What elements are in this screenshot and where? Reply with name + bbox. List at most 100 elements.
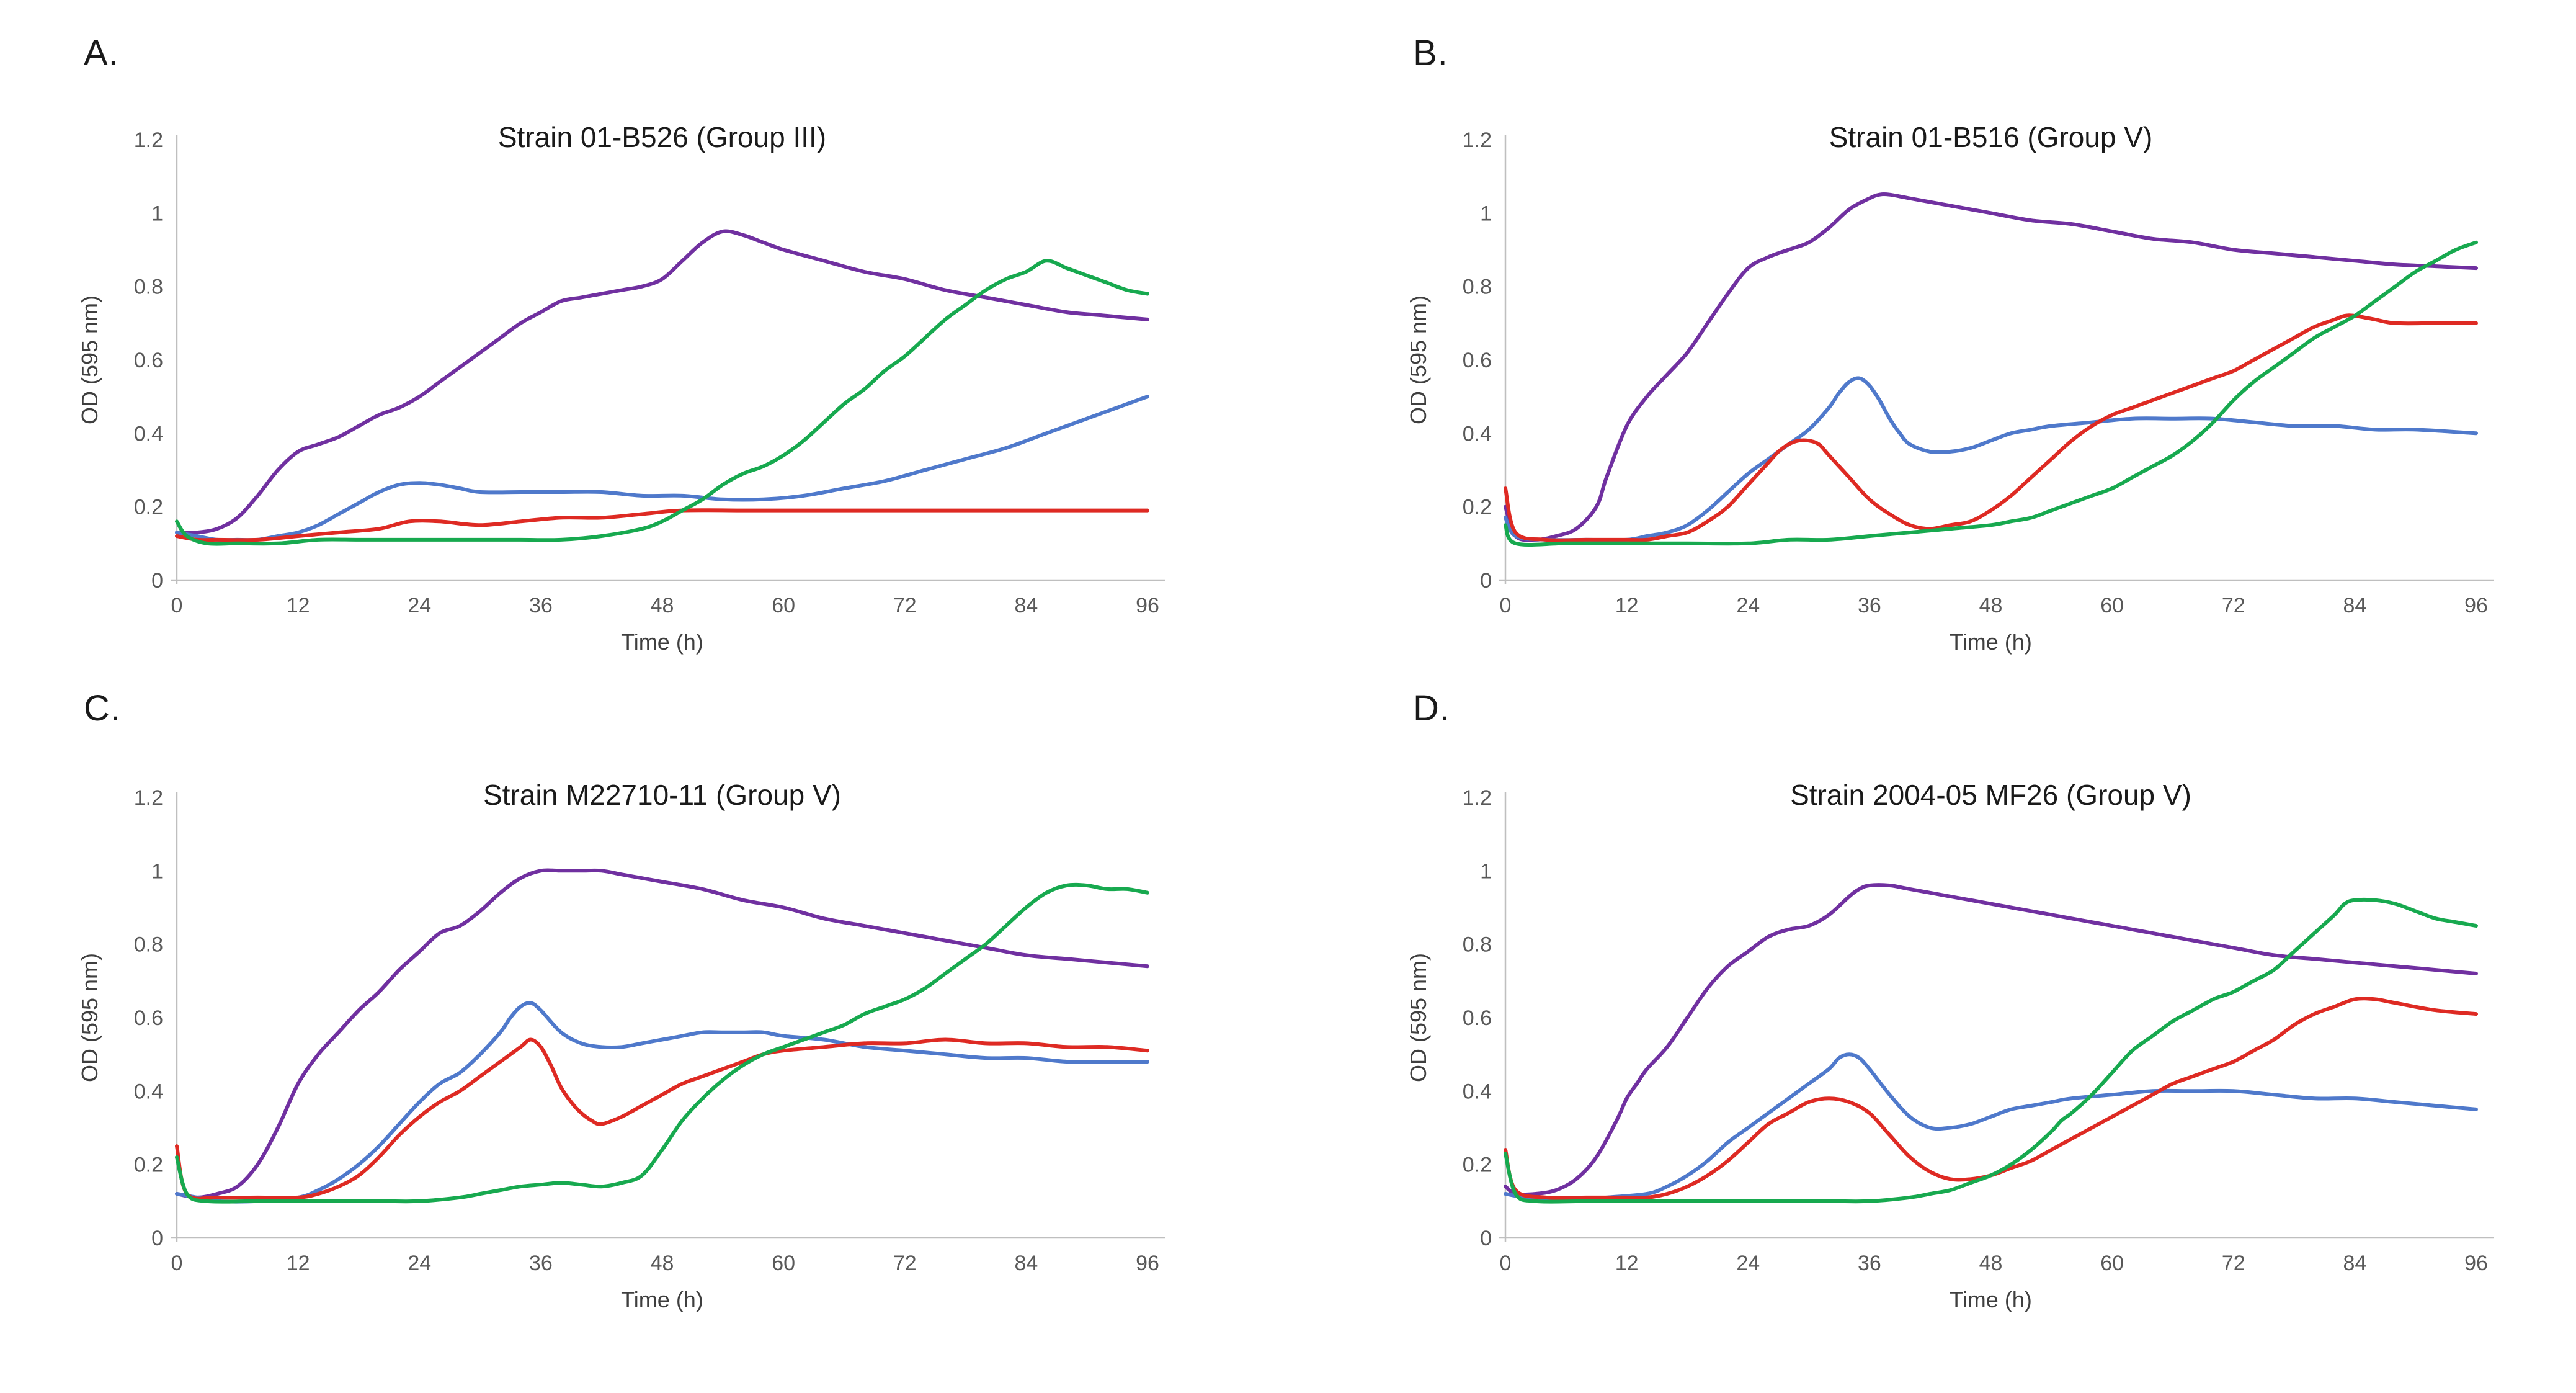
y-tick-label: 0.6 <box>1463 1006 1492 1030</box>
chart-title: Strain M22710-11 (Group V) <box>483 779 841 811</box>
x-axis-title: Time (h) <box>621 629 703 655</box>
x-tick-label: 0 <box>171 1252 183 1275</box>
x-tick-label: 36 <box>1858 594 1881 617</box>
series-green-line <box>1504 897 2478 1204</box>
panel-letter-c: C. <box>84 688 121 728</box>
y-tick-label: 0.2 <box>134 496 163 519</box>
figure-page: { "page": { "background": "#FFFFFF" }, "… <box>77 33 2494 1312</box>
y-tick-label: 0 <box>151 569 163 593</box>
x-tick-label: 36 <box>529 1252 553 1275</box>
series-green-line <box>1504 240 2478 547</box>
x-tick-label: 84 <box>1014 594 1038 617</box>
y-tick-label: 0 <box>151 1227 163 1250</box>
chart-title: Strain 01-B516 (Group V) <box>1829 121 2153 153</box>
series-purple-line <box>175 868 1149 1199</box>
x-tick-label: 36 <box>1858 1252 1881 1275</box>
y-tick-label: 1.2 <box>1463 128 1492 152</box>
x-tick-label: 60 <box>2100 1252 2124 1275</box>
x-tick-label: 24 <box>1736 1252 1760 1275</box>
y-tick-label: 1 <box>1480 202 1492 225</box>
series-blue-line <box>1504 376 2478 542</box>
chart-title: Strain 01-B526 (Group III) <box>498 121 826 153</box>
panel-letter-a: A. <box>84 33 119 73</box>
x-tick-label: 24 <box>1736 594 1760 617</box>
x-tick-label: 0 <box>1500 1252 1512 1275</box>
y-tick-label: 0.6 <box>134 1006 163 1030</box>
y-tick-label: 0.4 <box>1463 422 1492 446</box>
x-tick-label: 96 <box>2464 594 2488 617</box>
chart-title: Strain 2004-05 MF26 (Group V) <box>1790 779 2191 811</box>
series-blue-line <box>1504 1052 2478 1203</box>
x-tick-label: 60 <box>772 594 795 617</box>
x-tick-label: 48 <box>1979 594 2003 617</box>
series-purple-line <box>175 229 1149 535</box>
x-axis-title: Time (h) <box>621 1287 703 1312</box>
x-tick-label: 84 <box>2343 1252 2366 1275</box>
growth-curve-chart-c: 0 0.2 0.4 0.6 0.8 1 1.2 0 12 24 36 48 60 72 84 96 Strain… <box>77 779 1165 1312</box>
x-tick-label: 60 <box>772 1252 795 1275</box>
series-blue-line <box>175 1001 1149 1204</box>
y-tick-label: 1 <box>1480 859 1492 883</box>
y-axis-title: OD (595 nm) <box>77 953 102 1082</box>
x-tick-label: 60 <box>2100 594 2124 617</box>
x-tick-label: 12 <box>1615 1252 1639 1275</box>
y-tick-label: 0.2 <box>1463 1153 1492 1177</box>
y-tick-label: 0.4 <box>1463 1080 1492 1103</box>
x-tick-label: 24 <box>408 594 431 617</box>
y-tick-label: 0.8 <box>1463 275 1492 299</box>
y-tick-label: 0.2 <box>134 1153 163 1177</box>
y-tick-label: 0 <box>1480 1227 1492 1250</box>
x-tick-label: 48 <box>651 1252 674 1275</box>
series-purple-line <box>1504 883 2478 1197</box>
x-tick-label: 24 <box>408 1252 431 1275</box>
x-axis-title: Time (h) <box>1950 1287 2032 1312</box>
x-tick-label: 0 <box>171 594 183 617</box>
panel-letter-b: B. <box>1413 33 1448 73</box>
y-tick-label: 0.8 <box>1463 933 1492 957</box>
series-purple-line <box>1504 192 2478 542</box>
y-tick-label: 0.6 <box>1463 349 1492 372</box>
series-blue-line <box>175 395 1149 542</box>
x-tick-label: 48 <box>1979 1252 2003 1275</box>
growth-curve-chart-d: 0 0.2 0.4 0.6 0.8 1 1.2 0 12 24 36 48 60 72 84 96 Strain… <box>1406 779 2494 1312</box>
x-tick-label: 12 <box>287 594 310 617</box>
y-axis-title: OD (595 nm) <box>77 295 102 424</box>
y-tick-label: 0.8 <box>134 275 163 299</box>
x-tick-label: 12 <box>1615 594 1639 617</box>
series-green-line <box>175 882 1149 1204</box>
x-tick-label: 12 <box>287 1252 310 1275</box>
x-tick-label: 84 <box>2343 594 2366 617</box>
x-tick-label: 72 <box>2222 594 2245 617</box>
series-red-line <box>1504 313 2478 542</box>
y-axis-title: OD (595 nm) <box>1406 953 1431 1082</box>
growth-curve-chart-b: 0 0.2 0.4 0.6 0.8 1 1.2 0 12 24 36 48 60 72 84 96 Strain… <box>1406 121 2494 655</box>
series-red-line <box>175 508 1149 542</box>
y-tick-label: 1 <box>151 202 163 225</box>
x-axis-title: Time (h) <box>1950 629 2032 655</box>
y-tick-label: 1 <box>151 859 163 883</box>
y-tick-label: 1.2 <box>134 128 163 152</box>
y-axis-title: OD (595 nm) <box>1406 295 1431 424</box>
x-tick-label: 72 <box>893 1252 917 1275</box>
y-tick-label: 0 <box>1480 569 1492 593</box>
y-tick-label: 0.2 <box>1463 496 1492 519</box>
x-tick-label: 72 <box>2222 1252 2245 1275</box>
series-red-line <box>175 1037 1149 1201</box>
x-tick-label: 0 <box>1500 594 1512 617</box>
growth-curve-chart-a: 0 0.2 0.4 0.6 0.8 1 1.2 0 12 24 36 48 60 72 84 96 Strain… <box>77 121 1165 655</box>
x-tick-label: 72 <box>893 594 917 617</box>
panel-letter-d: D. <box>1413 688 1450 728</box>
y-tick-label: 0.4 <box>134 422 163 446</box>
y-tick-label: 1.2 <box>134 786 163 810</box>
x-tick-label: 96 <box>2464 1252 2488 1275</box>
y-tick-label: 0.4 <box>134 1080 163 1103</box>
x-tick-label: 84 <box>1014 1252 1038 1275</box>
x-tick-label: 48 <box>651 594 674 617</box>
x-tick-label: 36 <box>529 594 553 617</box>
x-tick-label: 96 <box>1136 594 1159 617</box>
y-tick-label: 1.2 <box>1463 786 1492 810</box>
y-tick-label: 0.6 <box>134 349 163 372</box>
x-tick-label: 96 <box>1136 1252 1159 1275</box>
series-green-line <box>175 259 1149 546</box>
y-tick-label: 0.8 <box>134 933 163 957</box>
